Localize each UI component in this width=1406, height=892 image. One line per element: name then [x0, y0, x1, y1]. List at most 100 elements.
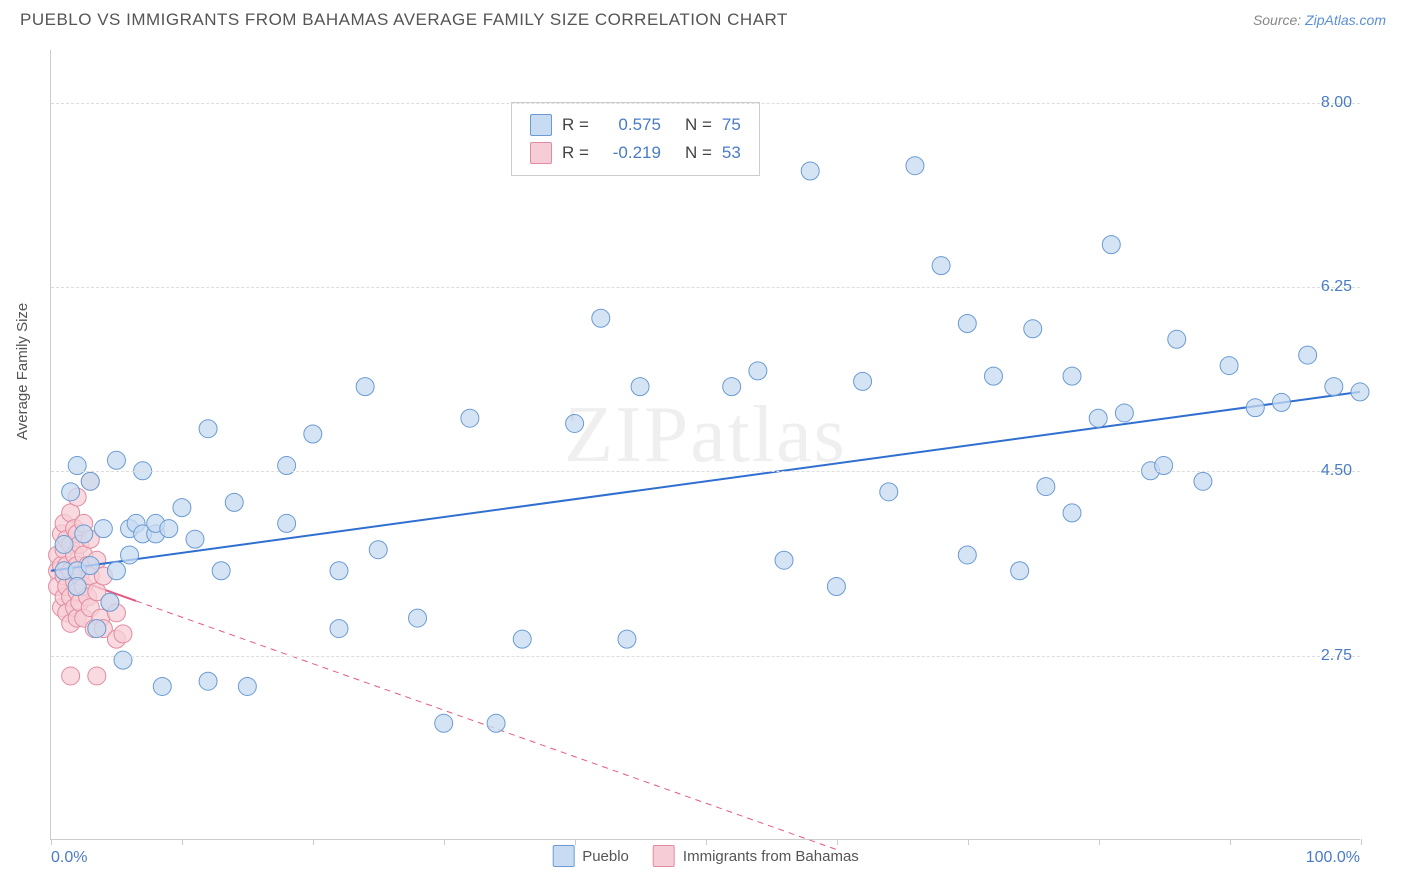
- blue-point: [1115, 404, 1133, 422]
- x-tick: [313, 839, 314, 845]
- legend-swatch: [552, 845, 574, 867]
- blue-point: [1299, 346, 1317, 364]
- blue-point: [199, 420, 217, 438]
- blue-point: [1220, 357, 1238, 375]
- blue-point: [330, 562, 348, 580]
- legend-n-label: N =: [685, 111, 712, 139]
- correlation-legend-row: R = -0.219 N = 53: [530, 139, 741, 167]
- blue-point: [160, 520, 178, 538]
- blue-point: [68, 578, 86, 596]
- x-axis-max-label: 100.0%: [1306, 849, 1360, 867]
- blue-point: [932, 257, 950, 275]
- series-legend-label: Pueblo: [582, 848, 629, 865]
- blue-point: [566, 414, 584, 432]
- pink-point: [88, 667, 106, 685]
- chart-title: PUEBLO VS IMMIGRANTS FROM BAHAMAS AVERAG…: [20, 10, 788, 30]
- blue-point: [94, 520, 112, 538]
- x-tick: [51, 839, 52, 845]
- x-tick: [837, 839, 838, 845]
- blue-point: [513, 630, 531, 648]
- blue-point: [958, 315, 976, 333]
- blue-point: [107, 562, 125, 580]
- blue-point: [304, 425, 322, 443]
- correlation-legend: R = 0.575 N = 75 R = -0.219 N = 53: [511, 102, 760, 176]
- series-legend-label: Immigrants from Bahamas: [683, 848, 859, 865]
- blue-point: [906, 157, 924, 175]
- grid-line: [51, 656, 1360, 657]
- legend-r-label: R =: [562, 139, 589, 167]
- blue-point: [618, 630, 636, 648]
- legend-r-value: -0.219: [599, 139, 661, 167]
- blue-point: [173, 499, 191, 517]
- blue-point: [592, 309, 610, 327]
- x-tick: [444, 839, 445, 845]
- blue-point: [114, 651, 132, 669]
- series-legend: Pueblo Immigrants from Bahamas: [552, 845, 859, 867]
- x-tick: [968, 839, 969, 845]
- blue-point: [880, 483, 898, 501]
- blue-point: [1272, 393, 1290, 411]
- blue-point: [153, 677, 171, 695]
- blue-point: [369, 541, 387, 559]
- blue-point: [749, 362, 767, 380]
- blue-point: [958, 546, 976, 564]
- blue-point: [1063, 367, 1081, 385]
- blue-point: [356, 378, 374, 396]
- source-prefix: Source:: [1253, 12, 1305, 28]
- x-tick: [1099, 839, 1100, 845]
- y-tick-label: 4.50: [1321, 462, 1352, 480]
- x-tick: [1361, 839, 1362, 845]
- blue-point: [1168, 330, 1186, 348]
- series-legend-item: Pueblo: [552, 845, 629, 867]
- correlation-legend-row: R = 0.575 N = 75: [530, 111, 741, 139]
- blue-point: [75, 525, 93, 543]
- legend-swatch: [653, 845, 675, 867]
- blue-point: [1194, 472, 1212, 490]
- blue-point: [1089, 409, 1107, 427]
- legend-n-value: 75: [722, 111, 741, 139]
- blue-point: [330, 620, 348, 638]
- blue-point: [1024, 320, 1042, 338]
- legend-n-value: 53: [722, 139, 741, 167]
- blue-point: [1246, 399, 1264, 417]
- grid-line: [51, 103, 1360, 104]
- blue-point: [212, 562, 230, 580]
- y-tick-label: 8.00: [1321, 94, 1352, 112]
- source-attribution: Source: ZipAtlas.com: [1253, 12, 1386, 28]
- blue-point: [55, 535, 73, 553]
- blue-point: [238, 677, 256, 695]
- blue-point: [1351, 383, 1369, 401]
- blue-point: [461, 409, 479, 427]
- y-tick-label: 2.75: [1321, 647, 1352, 665]
- blue-point: [1011, 562, 1029, 580]
- blue-point: [409, 609, 427, 627]
- source-link[interactable]: ZipAtlas.com: [1305, 12, 1386, 28]
- blue-point: [199, 672, 217, 690]
- grid-line: [51, 287, 1360, 288]
- blue-point: [1037, 478, 1055, 496]
- blue-point: [62, 483, 80, 501]
- x-axis-min-label: 0.0%: [51, 849, 87, 867]
- legend-r-label: R =: [562, 111, 589, 139]
- x-tick: [1230, 839, 1231, 845]
- series-legend-item: Immigrants from Bahamas: [653, 845, 859, 867]
- blue-point: [1063, 504, 1081, 522]
- legend-r-value: 0.575: [599, 111, 661, 139]
- blue-point: [827, 578, 845, 596]
- blue-point: [81, 556, 99, 574]
- blue-point: [81, 472, 99, 490]
- blue-point: [801, 162, 819, 180]
- blue-point: [107, 451, 125, 469]
- blue-point: [487, 714, 505, 732]
- legend-n-label: N =: [685, 139, 712, 167]
- pink-point: [62, 667, 80, 685]
- blue-point: [435, 714, 453, 732]
- blue-point: [854, 372, 872, 390]
- x-tick: [706, 839, 707, 845]
- blue-point: [88, 620, 106, 638]
- legend-swatch: [530, 142, 552, 164]
- grid-line: [51, 471, 1360, 472]
- x-tick: [182, 839, 183, 845]
- blue-point: [101, 593, 119, 611]
- blue-point: [631, 378, 649, 396]
